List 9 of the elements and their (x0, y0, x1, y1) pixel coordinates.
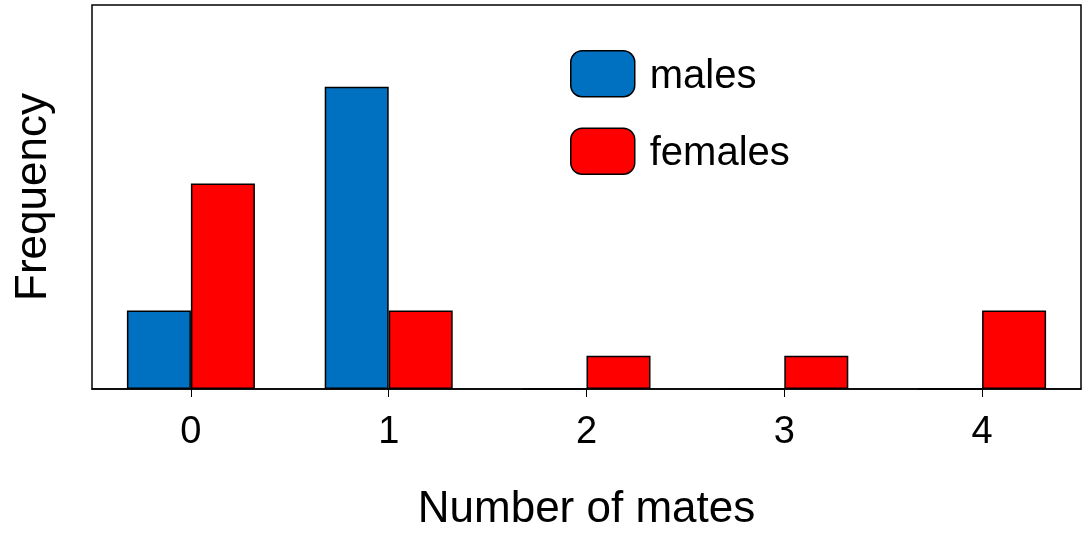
legend-label: females (649, 129, 790, 174)
x-tick-label: 0 (180, 409, 202, 451)
x-axis-title: Number of mates (417, 481, 756, 531)
x-tick-label: 3 (773, 409, 795, 451)
y-axis-title: Frequency (5, 93, 55, 301)
x-tick-label: 2 (575, 409, 598, 451)
legend-label: males (649, 51, 757, 96)
x-tick-label: 1 (378, 409, 400, 451)
x-tick-label: 4 (971, 409, 993, 451)
